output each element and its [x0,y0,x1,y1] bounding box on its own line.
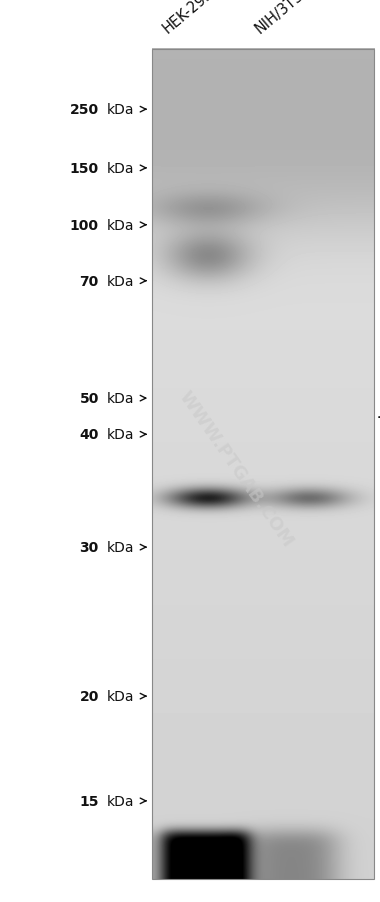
Text: kDa: kDa [106,391,134,406]
Text: 15: 15 [79,794,99,808]
Text: NIH/3T3: NIH/3T3 [253,0,307,36]
Text: HEK-293: HEK-293 [160,0,216,36]
Text: 50: 50 [79,391,99,406]
Text: 20: 20 [79,689,99,704]
Text: kDa: kDa [106,161,134,176]
Text: kDa: kDa [106,540,134,555]
Text: WWW.PTGAB.COM: WWW.PTGAB.COM [175,388,296,550]
Text: kDa: kDa [106,218,134,233]
Text: kDa: kDa [106,794,134,808]
Text: 150: 150 [70,161,99,176]
Text: kDa: kDa [106,274,134,289]
Text: 30: 30 [79,540,99,555]
Text: 100: 100 [70,218,99,233]
Bar [152,50,374,879]
Text: kDa: kDa [106,103,134,117]
Text: 40: 40 [79,428,99,442]
Text: 70: 70 [79,274,99,289]
Text: kDa: kDa [106,689,134,704]
Text: 250: 250 [70,103,99,117]
Text: kDa: kDa [106,428,134,442]
